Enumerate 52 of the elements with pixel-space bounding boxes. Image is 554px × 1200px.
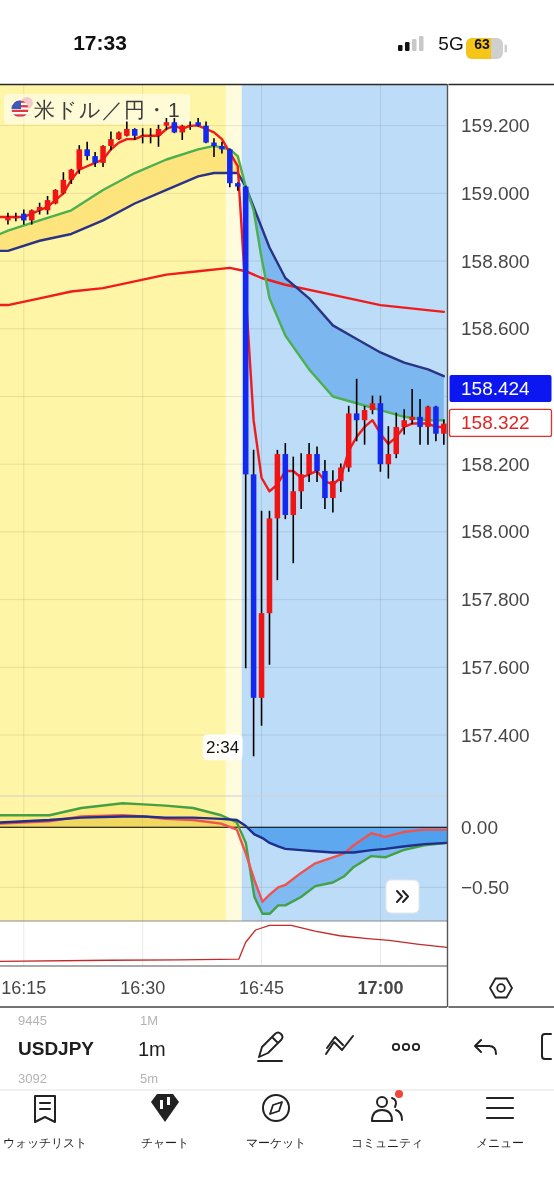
- y-tick-label: 159.200: [461, 115, 530, 137]
- text: 17:33: [73, 31, 127, 54]
- candlestick: [401, 409, 407, 435]
- line-series: [0, 266, 446, 314]
- candlestick: [306, 443, 312, 482]
- y-tick-label: 157.400: [461, 724, 530, 746]
- x-tick-label: 16:30: [120, 978, 166, 998]
- x-tick-label: 16:45: [239, 978, 285, 998]
- text: 158.322: [461, 412, 530, 434]
- text: 5G: [438, 33, 464, 54]
- candlestick: [76, 145, 83, 174]
- candlestick: [219, 141, 225, 154]
- candlestick: [203, 121, 209, 144]
- line-series: [0, 171, 446, 378]
- text: ウォッチリスト: [3, 1136, 87, 1150]
- candlestick: [314, 446, 320, 482]
- candlestick: [21, 209, 27, 225]
- candlestick: [425, 405, 431, 445]
- text: マーケット: [246, 1136, 306, 1150]
- annotation: 2:34: [206, 737, 240, 757]
- candlestick: [353, 378, 360, 442]
- text: メニュー: [476, 1136, 524, 1150]
- text: 3092: [18, 1071, 47, 1086]
- y-tick-label: 158.800: [461, 250, 530, 272]
- text: 1M: [140, 1013, 159, 1028]
- y-tick-label: 157.800: [461, 589, 530, 611]
- candlestick: [417, 399, 423, 445]
- line-series: [0, 815, 447, 854]
- candlestick: [409, 388, 415, 425]
- x-tick-label: 17:00: [357, 978, 404, 998]
- text: 63: [474, 36, 490, 52]
- candlestick: [211, 138, 217, 157]
- y-tick-label: −0.50: [461, 876, 510, 898]
- x-tick-label: 16:15: [1, 978, 47, 998]
- candlestick: [100, 145, 106, 168]
- y-tick-label: 0.00: [461, 816, 498, 838]
- y-tick-label: 159.000: [461, 182, 530, 204]
- candlestick: [235, 182, 241, 191]
- y-tick-label: 157.600: [461, 656, 530, 678]
- y-tick-label: 158.600: [461, 318, 530, 340]
- text: 158.424: [461, 377, 531, 399]
- text: コミュニティ: [351, 1136, 423, 1150]
- line-series: [0, 814, 447, 903]
- y-tick-label: 158.000: [461, 521, 530, 543]
- text: USDJPY: [18, 1038, 95, 1059]
- y-tick-label: 158.200: [461, 453, 530, 475]
- candlestick: [5, 212, 11, 225]
- text: 1m: [138, 1038, 166, 1060]
- text: 5m: [140, 1071, 159, 1086]
- text: チャート: [141, 1136, 189, 1150]
- text: 9445: [18, 1013, 47, 1028]
- text: 米ドル／円・1: [34, 97, 181, 121]
